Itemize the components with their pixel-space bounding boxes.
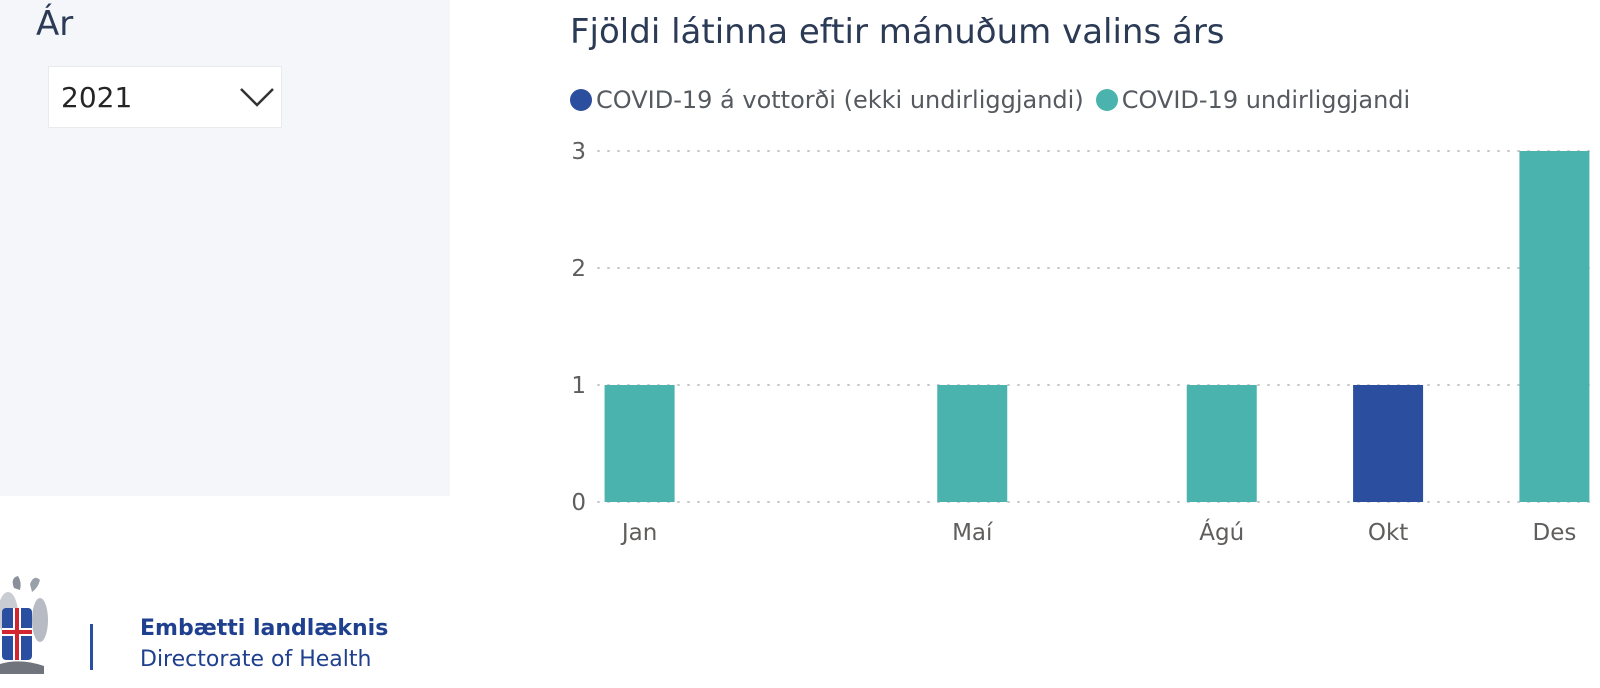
logo-name: Embætti landlæknis (140, 616, 389, 641)
y-tick-label: 3 (571, 139, 586, 165)
logo-subtitle: Directorate of Health (140, 647, 372, 672)
legend-item-1[interactable]: COVID-19 undirliggjandi (1095, 86, 1411, 114)
legend-marker-1 (1095, 89, 1118, 111)
bar-des-series-1 (1519, 151, 1590, 502)
year-dropdown[interactable]: 2021 (48, 66, 282, 128)
bar-chart: 0 1 2 3 Jan Maí Ágú Okt Des (571, 139, 1597, 546)
y-tick-label: 0 (571, 490, 586, 516)
legend-marker-0 (570, 89, 592, 111)
bar-maí-series-1 (937, 385, 1008, 502)
x-tick-label: Ágú (1199, 518, 1244, 546)
x-tick-label: Okt (1368, 520, 1408, 546)
y-tick-label: 1 (571, 373, 586, 399)
x-tick-label: Des (1532, 520, 1576, 546)
legend-label-1: COVID-19 undirliggjandi (1121, 86, 1411, 114)
bar-jan-series-1 (604, 385, 675, 502)
x-tick-label: Maí (952, 520, 993, 546)
legend-label-0: COVID-19 á vottorði (ekki undirliggjandi… (596, 86, 1084, 114)
slicer-title: Ár (36, 4, 74, 44)
chart-legend: COVID-19 á vottorði (ekki undirliggjandi… (570, 82, 1422, 118)
legend-item-0[interactable]: COVID-19 á vottorði (ekki undirliggjandi… (570, 86, 1084, 114)
coat-of-arms-logo (0, 576, 48, 674)
logo-divider (90, 624, 93, 670)
bar-okt-series-0 (1353, 385, 1424, 502)
bar-ágú-series-1 (1186, 385, 1257, 502)
year-dropdown-value: 2021 (61, 81, 133, 114)
chevron-down-icon (240, 88, 274, 107)
y-tick-label: 2 (571, 256, 586, 282)
chart-title: Fjöldi látinna eftir mánuðum valins árs (570, 12, 1225, 52)
x-tick-label: Jan (620, 520, 657, 546)
year-slicer-panel: Ár 2021 (0, 0, 450, 496)
